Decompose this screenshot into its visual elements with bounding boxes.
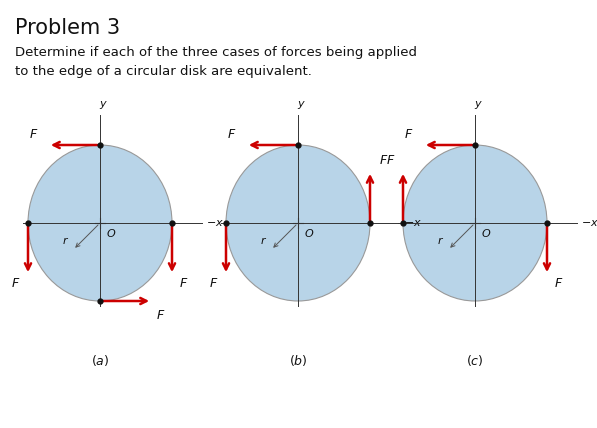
- Text: $-x$: $-x$: [404, 218, 422, 228]
- Text: $F$: $F$: [227, 128, 236, 141]
- Text: $F$: $F$: [11, 277, 21, 290]
- Text: $F$: $F$: [386, 154, 396, 167]
- Text: $-x$: $-x$: [581, 218, 597, 228]
- Text: $O$: $O$: [304, 227, 314, 239]
- Text: to the edge of a circular disk are equivalent.: to the edge of a circular disk are equiv…: [15, 65, 312, 78]
- Text: $r$: $r$: [260, 235, 267, 246]
- Ellipse shape: [403, 145, 547, 301]
- Text: $F$: $F$: [555, 277, 564, 290]
- Text: $F$: $F$: [404, 128, 414, 141]
- Text: $F$: $F$: [29, 128, 39, 141]
- Text: $(b)$: $(b)$: [289, 354, 307, 369]
- Text: $r$: $r$: [437, 235, 444, 246]
- Text: $(c)$: $(c)$: [466, 354, 484, 369]
- Ellipse shape: [28, 145, 172, 301]
- Text: $F$: $F$: [179, 277, 189, 290]
- Text: $F$: $F$: [156, 309, 165, 322]
- Text: $-x$: $-x$: [206, 218, 224, 228]
- Text: $r$: $r$: [62, 235, 69, 246]
- Ellipse shape: [226, 145, 370, 301]
- Text: Determine if each of the three cases of forces being applied: Determine if each of the three cases of …: [15, 46, 417, 59]
- Text: $(a)$: $(a)$: [91, 354, 109, 369]
- Text: $y$: $y$: [473, 99, 482, 111]
- Text: $y$: $y$: [297, 99, 306, 111]
- Text: $O$: $O$: [481, 227, 491, 239]
- Text: Problem 3: Problem 3: [15, 18, 120, 38]
- Text: $F$: $F$: [210, 277, 219, 290]
- Text: $F$: $F$: [379, 154, 388, 167]
- Text: $O$: $O$: [106, 227, 116, 239]
- Text: $y$: $y$: [99, 99, 107, 111]
